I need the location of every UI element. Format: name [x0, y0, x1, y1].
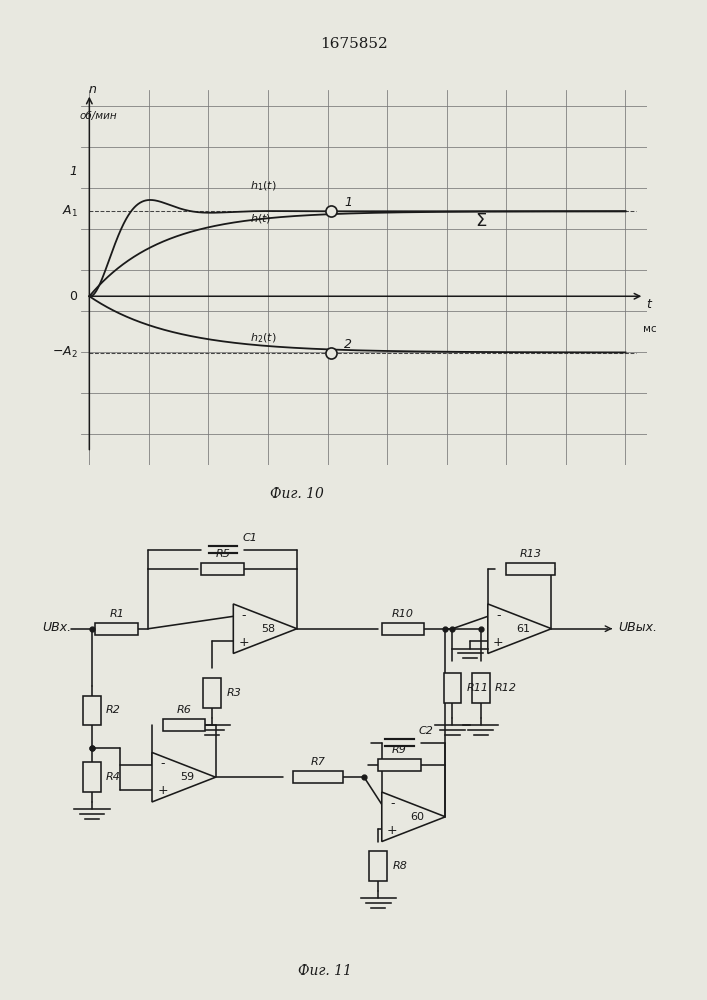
Bar	[444, 673, 462, 703]
Polygon shape	[488, 604, 551, 653]
Text: C2: C2	[419, 726, 434, 736]
Text: R2: R2	[106, 705, 121, 715]
Text: -: -	[242, 609, 246, 622]
Text: 2: 2	[344, 338, 352, 351]
Bar	[163, 719, 205, 731]
Text: $A_1$: $A_1$	[62, 204, 78, 219]
Bar	[83, 762, 101, 792]
Text: R5: R5	[215, 549, 230, 559]
Bar	[472, 673, 489, 703]
Text: мс: мс	[643, 324, 656, 334]
Text: $h(t)$: $h(t)$	[250, 212, 271, 225]
Text: $-A_2$: $-A_2$	[52, 345, 78, 360]
Text: R11: R11	[467, 683, 489, 693]
Text: R4: R4	[106, 772, 121, 782]
Text: -: -	[160, 757, 165, 770]
Polygon shape	[233, 604, 297, 653]
Text: $\Sigma$: $\Sigma$	[475, 212, 488, 230]
Bar	[506, 563, 555, 575]
Text: t: t	[645, 298, 650, 312]
Text: R6: R6	[176, 705, 192, 715]
Text: 1: 1	[69, 165, 78, 178]
Bar	[204, 678, 221, 708]
Text: 1675852: 1675852	[320, 37, 387, 51]
Bar	[95, 623, 138, 635]
Text: Фиг. 11: Фиг. 11	[298, 964, 352, 978]
Text: C1: C1	[242, 533, 257, 543]
Text: R7: R7	[310, 757, 326, 767]
Text: -: -	[390, 797, 395, 810]
Text: n: n	[88, 83, 96, 96]
Bar	[378, 759, 421, 771]
Polygon shape	[382, 792, 445, 842]
Bar	[83, 696, 101, 725]
Text: $h_1(t)$: $h_1(t)$	[250, 179, 276, 193]
Text: -: -	[496, 609, 501, 622]
Text: $h_2(t)$: $h_2(t)$	[250, 331, 276, 345]
Text: UBx.: UBx.	[42, 621, 71, 634]
Text: R9: R9	[392, 745, 407, 755]
Text: R8: R8	[392, 861, 407, 871]
Bar	[370, 851, 387, 881]
Text: UBых.: UBых.	[619, 621, 658, 634]
Text: +: +	[157, 784, 168, 797]
Text: +: +	[387, 824, 398, 837]
Text: 58: 58	[262, 624, 276, 634]
Bar	[293, 771, 343, 783]
Text: Фиг. 10: Фиг. 10	[270, 487, 324, 501]
Polygon shape	[152, 752, 216, 802]
Text: R1: R1	[109, 609, 124, 619]
Text: об/мин: об/мин	[80, 111, 117, 121]
Bar	[382, 623, 424, 635]
Text: R10: R10	[392, 609, 414, 619]
Text: 1: 1	[344, 196, 352, 209]
Text: R12: R12	[495, 683, 517, 693]
Text: 61: 61	[516, 624, 530, 634]
Text: +: +	[238, 636, 250, 649]
Text: R13: R13	[519, 549, 542, 559]
Text: 60: 60	[410, 812, 424, 822]
Bar	[201, 563, 244, 575]
Text: 0: 0	[69, 290, 78, 303]
Text: 59: 59	[180, 772, 194, 782]
Text: +: +	[493, 636, 504, 649]
Text: R3: R3	[226, 688, 241, 698]
